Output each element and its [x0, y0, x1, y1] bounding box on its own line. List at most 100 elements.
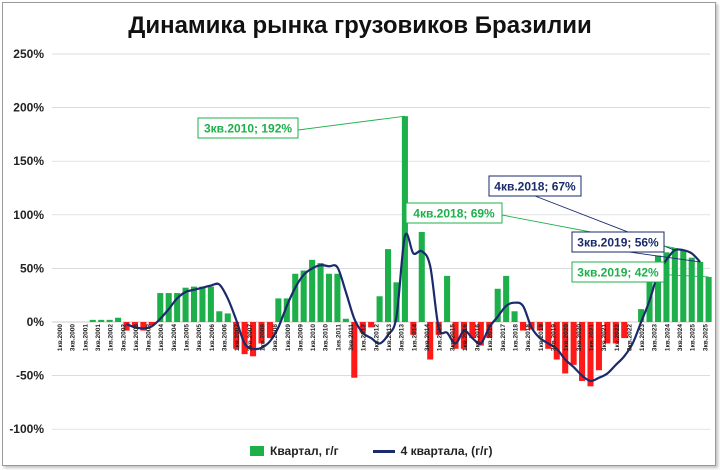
x-tick-label: 1кв.2015 — [437, 324, 444, 352]
x-tick-label: 3кв.2025 — [702, 324, 709, 352]
annotation-box — [405, 202, 503, 224]
x-tick-label: 1кв.2013 — [386, 324, 393, 352]
x-tick-label: 1кв.2008 — [259, 324, 266, 352]
x-tick-label: 1кв.2020 — [563, 324, 570, 352]
x-tick-label: 1кв.2016 — [462, 324, 469, 352]
bar — [477, 322, 484, 346]
bar — [444, 275, 451, 322]
bar — [334, 273, 341, 322]
bar — [258, 322, 265, 344]
bar — [697, 261, 704, 322]
x-tick-label: 1кв.2023 — [639, 324, 646, 352]
bar — [494, 288, 501, 322]
bar — [469, 322, 476, 339]
bar — [553, 322, 560, 360]
y-tick-label: 200% — [13, 101, 44, 115]
x-axis: 1кв.2000 3кв.2000 1кв.2001 3кв.2001 1кв.2002… — [57, 324, 709, 352]
bar — [275, 298, 282, 322]
legend-swatch-line — [372, 449, 395, 453]
bar — [376, 296, 383, 322]
x-tick-label: 1кв.2004 — [158, 324, 165, 352]
bar — [224, 313, 231, 322]
y-axis: 250% 200% 150% 100% 50% 0% -50% -100% — [9, 47, 44, 436]
x-tick-label: 1кв.2010 — [310, 324, 317, 352]
x-tick-label: 3кв.2021 — [601, 324, 608, 352]
bar — [241, 322, 248, 355]
y-tick-label: 50% — [20, 261, 44, 275]
bar — [174, 293, 181, 322]
line-series — [126, 232, 701, 383]
x-tick-label: 3кв.2014 — [424, 324, 431, 352]
x-tick-label: 3кв.2020 — [576, 324, 583, 352]
bar — [654, 255, 662, 322]
x-tick-label: 1кв.2012 — [361, 324, 368, 352]
bar — [157, 293, 164, 322]
legend: Квартал, г/г 4 квартала, (г/г) — [250, 444, 492, 458]
bar — [283, 298, 290, 322]
bar — [309, 259, 316, 322]
x-tick-label: 3кв.2023 — [652, 324, 659, 352]
bar — [89, 319, 96, 322]
bar — [123, 322, 130, 331]
bar — [646, 265, 653, 322]
bar-series — [56, 116, 712, 387]
bar — [452, 322, 459, 349]
bar — [545, 322, 552, 349]
x-tick-label: 1кв.2009 — [285, 324, 292, 352]
bar — [663, 252, 670, 322]
x-tick-label: 1кв.2021 — [588, 324, 595, 352]
bar — [190, 286, 198, 322]
bar — [385, 249, 392, 322]
bar — [401, 116, 408, 323]
x-tick-label: 3кв.2006 — [222, 324, 229, 352]
x-tick-label: 3кв.2007 — [247, 324, 254, 352]
annotation-label: 3кв.2019; 42% — [577, 266, 659, 280]
bar — [266, 322, 273, 339]
annotation-label: 3кв.2010; 192% — [204, 122, 292, 136]
y-tick-label: 0% — [27, 315, 45, 329]
bar — [182, 287, 189, 322]
bar — [148, 322, 155, 326]
annotation-box — [571, 231, 665, 253]
x-tick-label: 3кв.2024 — [677, 324, 684, 352]
bar — [570, 322, 577, 365]
bar — [621, 322, 628, 339]
bar — [587, 322, 594, 387]
annotation-leader — [297, 115, 405, 131]
bar — [368, 322, 375, 328]
x-tick-label: 3кв.2001 — [95, 324, 102, 352]
x-tick-label: 1кв.2005 — [184, 324, 191, 352]
annotation-label: 4кв.2018; 67% — [494, 180, 576, 194]
bar — [427, 322, 434, 360]
x-tick-label: 3кв.2011 — [348, 324, 355, 351]
annotations: 3кв.2010; 192% 4кв.2018; 67% 4кв.2018; 69%… — [197, 115, 709, 283]
x-tick-label: 3кв.2018 — [525, 324, 532, 352]
x-tick-label: 3кв.2009 — [297, 324, 304, 352]
bar — [359, 322, 366, 333]
x-tick-label: 3кв.2004 — [171, 324, 178, 352]
bar — [300, 270, 307, 322]
x-tick-label: 1кв.2014 — [411, 324, 418, 352]
bar — [604, 322, 611, 344]
bar — [680, 250, 687, 322]
bar — [579, 322, 586, 381]
bar — [250, 322, 257, 357]
y-tick-label: 100% — [13, 208, 44, 222]
x-tick-label: 3кв.2017 — [500, 324, 507, 352]
x-tick-label: 3кв.2019 — [551, 324, 558, 352]
y-tick-label: 150% — [13, 154, 44, 168]
x-tick-label: 3кв.2015 — [449, 324, 456, 352]
x-tick-label: 3кв.2000 — [70, 324, 77, 352]
x-tick-label: 1кв.2025 — [690, 324, 697, 352]
y-tick-label: 250% — [13, 47, 44, 61]
bar — [115, 317, 122, 322]
x-tick-label: 3кв.2022 — [626, 324, 633, 352]
x-tick-label: 1кв.2007 — [234, 324, 241, 352]
chart-title: Динамика рынка грузовиков Бразилии — [128, 12, 592, 39]
bar — [418, 231, 425, 322]
bar — [536, 322, 543, 331]
bar — [671, 248, 678, 322]
annotation-label: 4кв.2018; 69% — [413, 207, 495, 221]
bar — [460, 322, 467, 349]
